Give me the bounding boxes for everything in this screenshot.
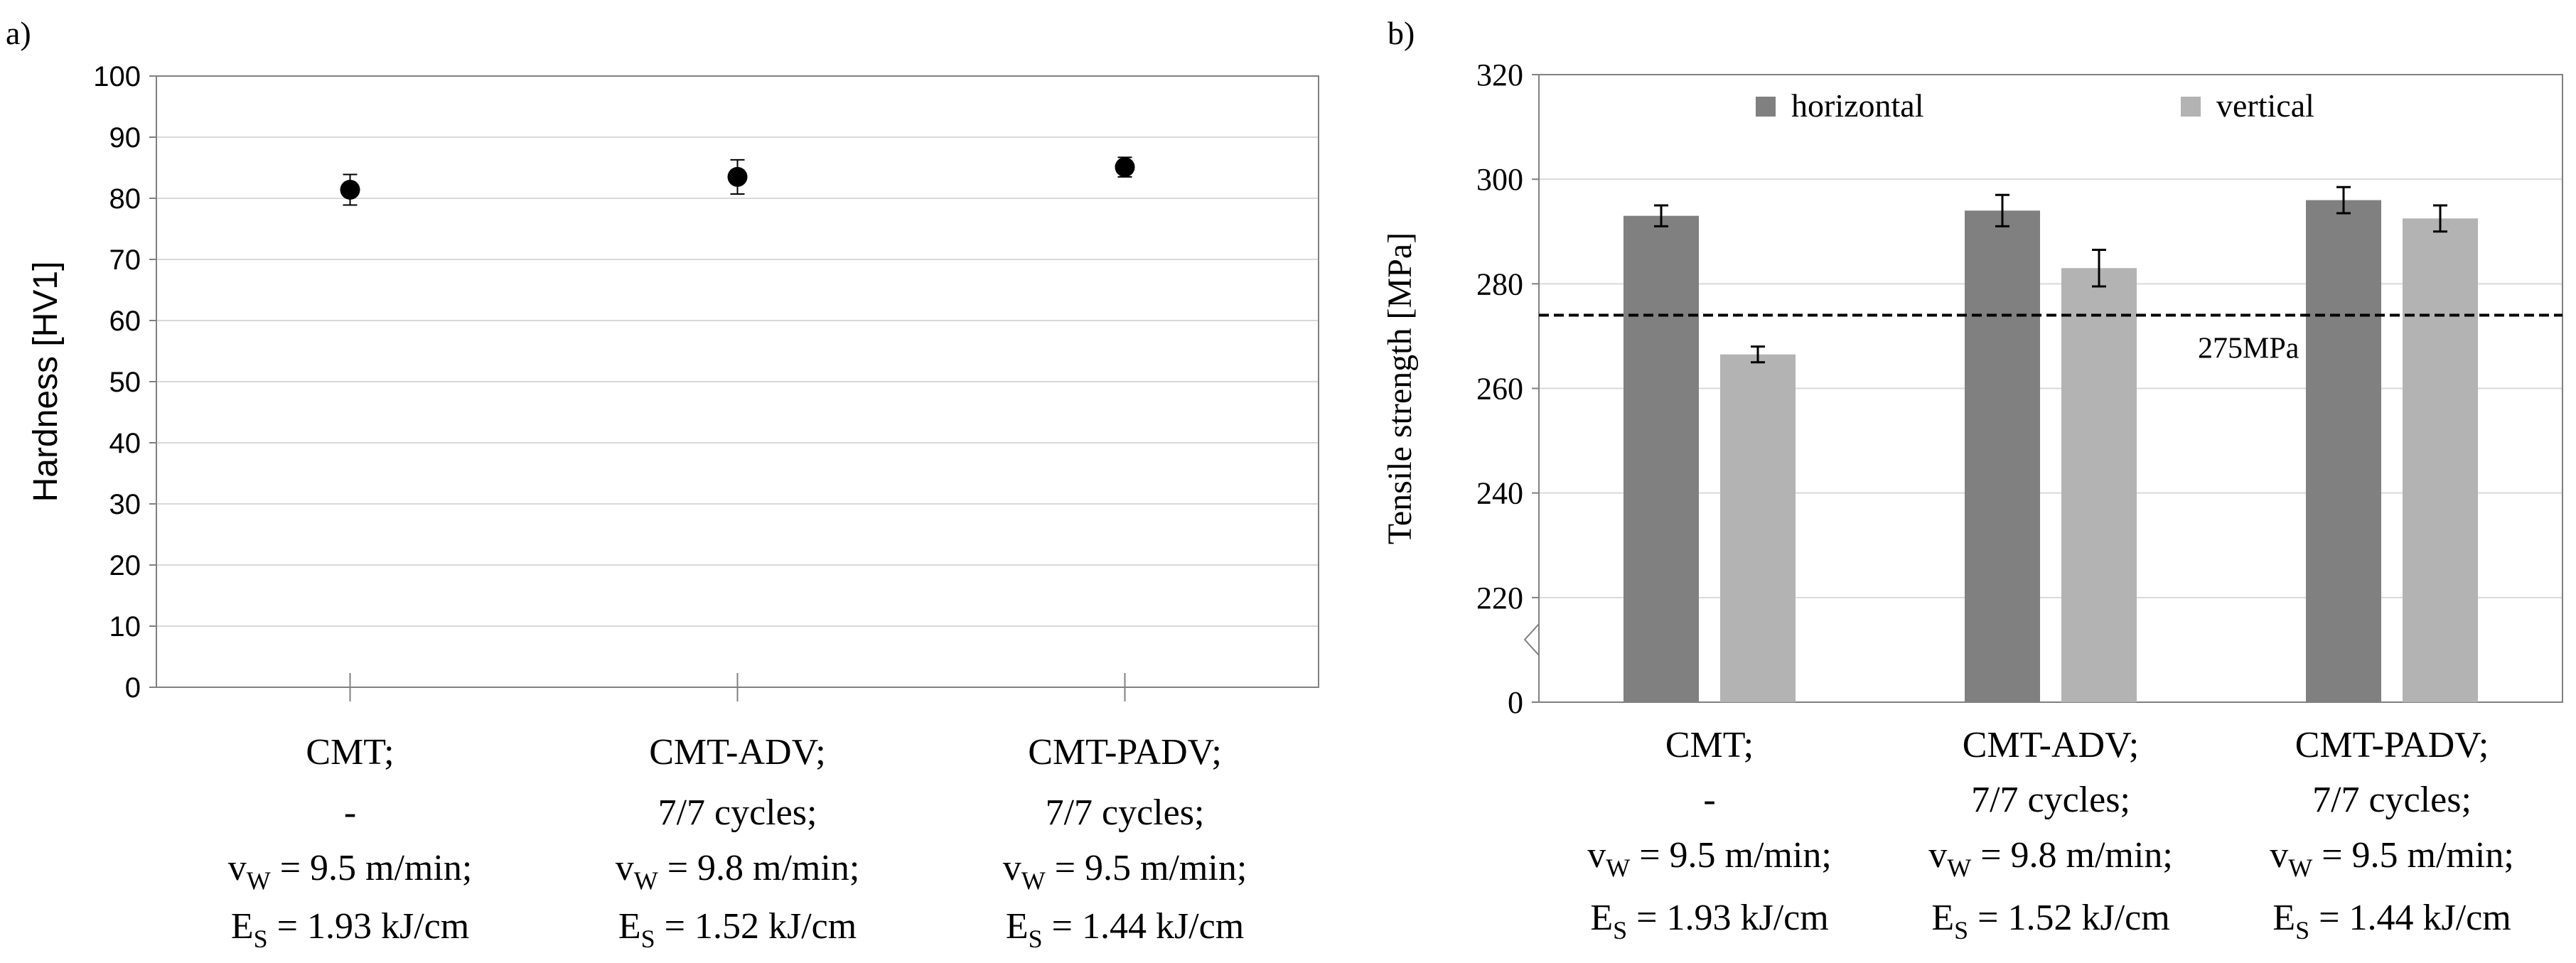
chart-panel-a: a) 0 10 20 30 40 50 60 70 80 90 100 Hardness [HV1] CM… [6, 15, 1319, 953]
y-tick-label: 50 [109, 367, 141, 398]
x-category-label-energy: ES = 1.44 kJ/cm [1006, 906, 1244, 953]
y-tick-label: 260 [1476, 372, 1523, 407]
x-category-label-wire-speed: vW = 9.5 m/min; [1587, 835, 1832, 882]
panel-label: b) [1388, 15, 1415, 51]
y-axis-label: Tensile strength [MPa] [1381, 232, 1419, 544]
panel-label: a) [6, 15, 31, 51]
x-category-label-line2: - [1703, 780, 1715, 820]
y-tick-label: 0 [125, 672, 141, 704]
y-tick-label: 20 [109, 550, 141, 581]
x-category-label-wire-speed: vW = 9.5 m/min; [1003, 848, 1247, 895]
y-tick-label: 10 [109, 611, 141, 642]
x-category-label-line1: CMT-PADV; [1028, 732, 1222, 773]
x-category-label-line1: CMT-ADV; [649, 732, 825, 773]
y-tick-label: 300 [1476, 162, 1523, 197]
chart-panel-b: b) 220 240 260 280 300 320 0 Tensile strength [M… [1381, 15, 2563, 945]
x-category-label-wire-speed: vW = 9.5 m/min; [228, 848, 473, 895]
bar-horizontal [2306, 200, 2381, 703]
x-category-label-wire-speed: vW = 9.8 m/min; [1928, 835, 2173, 882]
y-tick-label: 40 [109, 428, 141, 459]
legend-label-vertical: vertical [2216, 87, 2314, 124]
x-category-label-line1: CMT-PADV; [2295, 725, 2489, 765]
x-category-label-line1: CMT; [1665, 725, 1754, 765]
y-tick-label: 100 [93, 61, 141, 92]
legend-swatch-horizontal [1756, 97, 1776, 117]
y-axis-label: Hardness [HV1] [27, 262, 65, 502]
y-tick-label: 240 [1476, 476, 1523, 511]
x-category-label-wire-speed: vW = 9.8 m/min; [616, 848, 860, 895]
data-point [727, 166, 748, 187]
x-category-label-energy: ES = 1.44 kJ/cm [2272, 898, 2511, 945]
x-category-label-line2: 7/7 cycles; [658, 792, 817, 833]
x-category-label-energy: ES = 1.52 kJ/cm [618, 906, 857, 953]
bar-horizontal [1965, 210, 2040, 703]
x-category-label-energy: ES = 1.52 kJ/cm [1931, 898, 2169, 945]
y-tick-label: 80 [109, 183, 141, 215]
x-category-label-energy: ES = 1.93 kJ/cm [231, 906, 469, 953]
legend-label-horizontal: horizontal [1791, 87, 1924, 124]
y-tick-label: 220 [1476, 581, 1523, 615]
y-tick-label: 280 [1476, 267, 1523, 301]
axis-break-icon [1523, 623, 1540, 656]
x-category-label-line2: 7/7 cycles; [1971, 780, 2130, 820]
data-point [340, 179, 360, 200]
bar-vertical [2061, 268, 2137, 703]
x-category-label-line2: - [344, 792, 356, 833]
x-category-label-line2: 7/7 cycles; [2312, 780, 2472, 820]
reference-label: 275MPa [2198, 332, 2299, 365]
data-point [1115, 157, 1135, 178]
x-category-label-energy: ES = 1.93 kJ/cm [1590, 898, 1828, 945]
x-category-label-line1: CMT-ADV; [1963, 725, 2139, 765]
legend-swatch-vertical [2181, 97, 2201, 117]
y-tick-label-zero: 0 [1508, 685, 1523, 720]
x-category-label-line2: 7/7 cycles; [1046, 792, 1205, 833]
x-category-label-wire-speed: vW = 9.5 m/min; [2270, 835, 2514, 882]
x-category-label-line1: CMT; [306, 732, 394, 773]
plot-frame [1538, 74, 2563, 703]
bar-vertical [2403, 218, 2478, 703]
y-tick-label: 90 [109, 122, 141, 154]
y-tick-label: 30 [109, 489, 141, 520]
y-tick-label: 70 [109, 244, 141, 276]
bar-vertical [1720, 354, 1796, 702]
y-tick-label: 60 [109, 306, 141, 337]
bar-horizontal [1624, 215, 1699, 702]
y-tick-label: 320 [1476, 58, 1523, 92]
